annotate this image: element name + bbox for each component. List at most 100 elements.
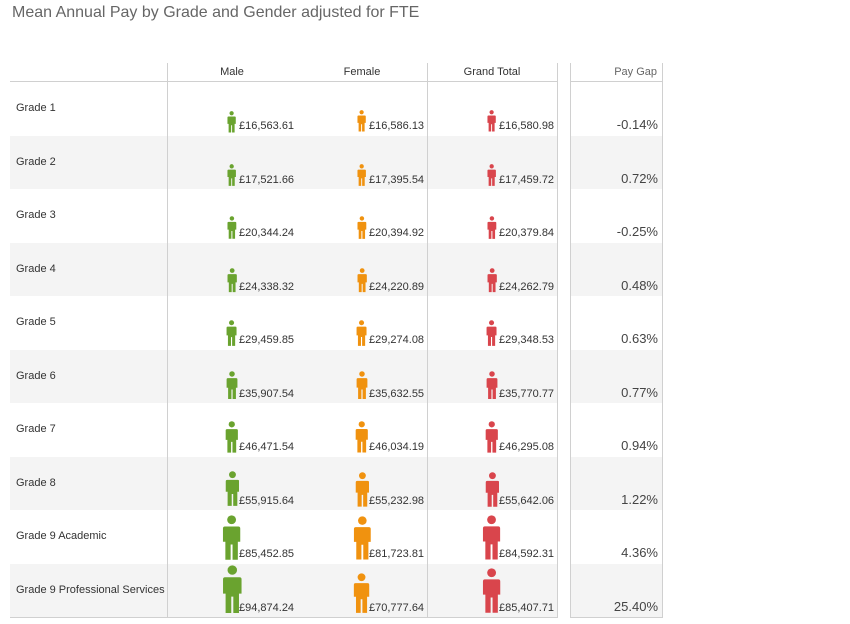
column-header-total: Grand Total (463, 66, 521, 78)
pay-gap-value: 25.40% (613, 598, 658, 614)
male-pay-value: £20,344.24 (239, 227, 295, 239)
column-header-male: Male (220, 66, 244, 78)
total-pay-value: £20,379.84 (499, 227, 555, 239)
person-icon (357, 268, 367, 298)
grade-label: Grade 3 (16, 209, 56, 221)
person-icon (225, 471, 240, 512)
male-pay-value: £46,471.54 (239, 441, 295, 453)
column-divider (167, 63, 168, 618)
person-icon (227, 268, 237, 298)
person-icon (226, 320, 237, 351)
table-row: Grade 7 £46,471.54 £46,034.19 £46,295.08 (10, 403, 558, 457)
person-icon (355, 471, 370, 512)
grade-label: Grade 9 Professional Services (16, 583, 165, 596)
table-row: Grade 2 £17,521.66 £17,395.54 £17,459.72 (10, 135, 558, 191)
table-row: Grade 8 £55,915.64 £55,232.98 £55,642.06 (10, 456, 558, 512)
table-bottom-border (10, 617, 558, 618)
female-pay-value: £55,232.98 (369, 494, 425, 507)
total-pay-value: £55,642.06 (499, 494, 555, 507)
pay-gap-row: -0.25% (570, 189, 663, 243)
person-icon (487, 163, 497, 191)
female-cell: £20,394.92 (297, 189, 427, 243)
table-row: Grade 4 £24,338.32 £24,220.89 £24,262.79 (10, 242, 558, 297)
grade-label: Grade 2 (16, 155, 56, 168)
total-pay-value: £24,262.79 (499, 280, 555, 293)
total-pay-value: £17,459.72 (499, 173, 555, 186)
pay-table: Male Female Grand Total Grade 1 £16,563.6… (10, 63, 558, 618)
pay-gap-value: 0.94% (621, 438, 658, 453)
total-pay-value: £46,295.08 (499, 441, 555, 453)
female-pay-value: £17,395.54 (369, 173, 425, 186)
pay-gap-value: -0.14% (616, 117, 658, 132)
person-icon (353, 573, 370, 619)
person-icon (227, 216, 237, 244)
female-pay-value: £81,723.81 (369, 548, 425, 560)
person-icon (222, 565, 243, 619)
person-icon (225, 421, 239, 458)
person-icon (485, 421, 499, 458)
pay-gap-row: -0.14% (570, 82, 663, 136)
grade-label: Grade 4 (16, 262, 56, 275)
pay-gap-row: 0.63% (570, 296, 663, 350)
table-row: Grade 9 Professional Services £94,874.24 £… (10, 563, 558, 619)
person-icon (486, 371, 498, 405)
male-pay-value: £29,459.85 (239, 334, 295, 346)
table-row: Grade 3 £20,344.24 £20,394.92 £20,379.84 (10, 189, 558, 243)
column-header-female: Female (343, 66, 381, 78)
column-divider (427, 63, 428, 618)
female-cell: £70,777.64 (297, 564, 427, 618)
female-pay-value: £29,274.08 (369, 334, 425, 346)
person-icon (357, 110, 367, 137)
male-pay-value: £94,874.24 (239, 601, 295, 614)
pay-gap-panel: Pay Gap -0.14% 0.72% -0.25% 0.48% 0.63% 0.77%… (570, 63, 663, 618)
female-cell: £81,723.81 (297, 510, 427, 564)
grade-label: Grade 9 Academic (16, 530, 107, 542)
total-cell: £35,770.77 (427, 350, 557, 404)
total-cell: £84,592.31 (427, 510, 557, 564)
total-pay-value: £29,348.53 (499, 334, 555, 346)
male-cell: £24,338.32 (167, 243, 297, 297)
total-cell: £17,459.72 (427, 136, 557, 190)
panel-border-right (662, 63, 663, 618)
grade-label: Grade 1 (16, 102, 56, 114)
column-divider (557, 63, 558, 618)
pay-gap-row: 4.36% (570, 510, 663, 564)
total-cell: £20,379.84 (427, 189, 557, 243)
person-icon (482, 568, 501, 619)
total-cell: £24,262.79 (427, 243, 557, 297)
female-cell: £35,632.55 (297, 350, 427, 404)
person-icon (487, 216, 497, 244)
male-cell: £35,907.54 (167, 350, 297, 404)
female-pay-value: £46,034.19 (369, 441, 425, 453)
male-pay-value: £17,521.66 (239, 173, 295, 186)
panel-bottom-border (570, 617, 663, 618)
total-pay-value: £85,407.71 (499, 601, 555, 614)
person-icon (356, 320, 367, 351)
pay-gap-row: 0.94% (570, 403, 663, 457)
female-pay-value: £35,632.55 (369, 387, 425, 400)
person-icon (357, 163, 367, 191)
grade-label: Grade 5 (16, 316, 56, 328)
male-pay-value: £55,915.64 (239, 494, 295, 507)
female-pay-value: £70,777.64 (369, 601, 425, 614)
male-cell: £29,459.85 (167, 296, 297, 350)
pay-gap-value: 1.22% (621, 491, 658, 507)
female-cell: £24,220.89 (297, 243, 427, 297)
total-cell: £29,348.53 (427, 296, 557, 350)
header-divider (570, 81, 663, 82)
female-pay-value: £24,220.89 (369, 280, 425, 293)
male-cell: £55,915.64 (167, 457, 297, 511)
total-cell: £46,295.08 (427, 403, 557, 457)
pay-gap-value: 4.36% (621, 545, 658, 560)
person-icon (485, 471, 500, 512)
male-pay-value: £35,907.54 (239, 387, 295, 400)
person-icon (357, 216, 367, 244)
grade-label: Grade 7 (16, 423, 56, 435)
total-cell: £85,407.71 (427, 564, 557, 618)
grade-label: Grade 8 (16, 476, 56, 489)
male-pay-value: £24,338.32 (239, 280, 295, 293)
female-cell: £46,034.19 (297, 403, 427, 457)
table-row: Grade 9 Academic £85,452.85 £81,723.81 £84,… (10, 510, 558, 564)
grade-label: Grade 6 (16, 369, 56, 382)
total-cell: £16,580.98 (427, 82, 557, 136)
